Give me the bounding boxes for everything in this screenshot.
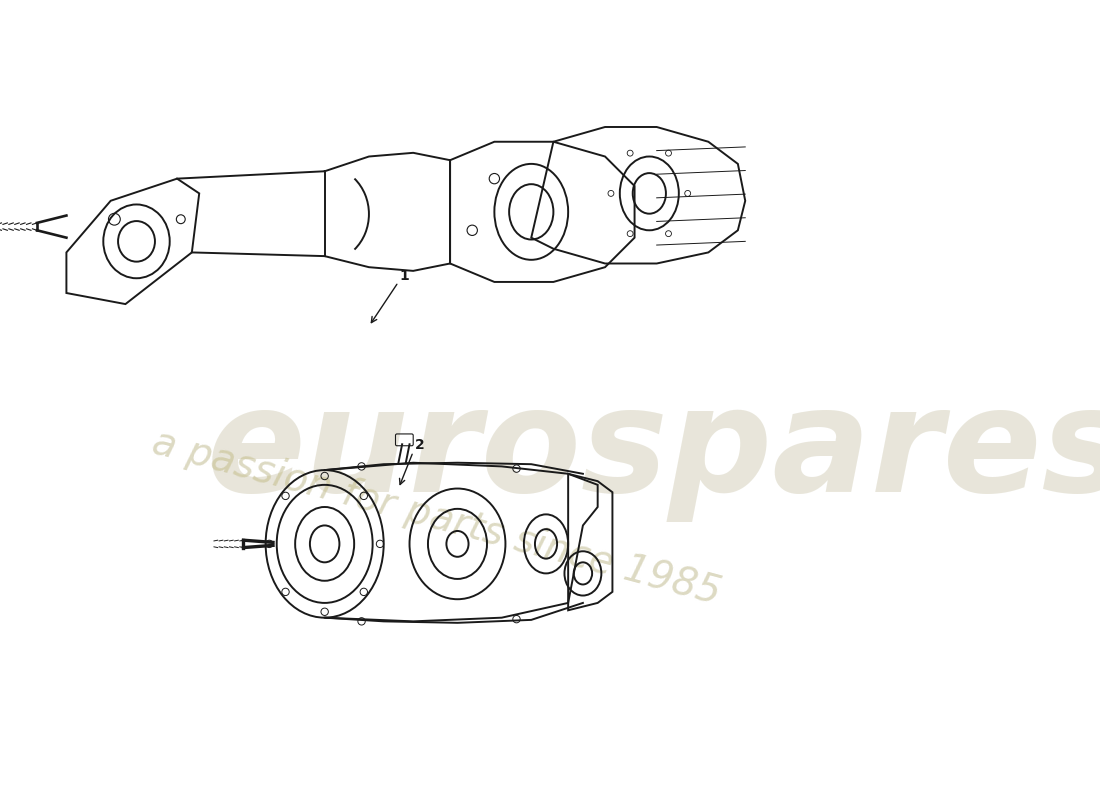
Text: a passion for parts since 1985: a passion for parts since 1985	[147, 424, 725, 612]
Text: a passion for parts since 1985: a passion for parts since 1985	[147, 424, 725, 612]
Text: 2: 2	[415, 438, 425, 453]
Text: eurospares: eurospares	[207, 381, 1100, 522]
Text: 1: 1	[400, 269, 409, 282]
Text: eurospares: eurospares	[207, 381, 1100, 522]
